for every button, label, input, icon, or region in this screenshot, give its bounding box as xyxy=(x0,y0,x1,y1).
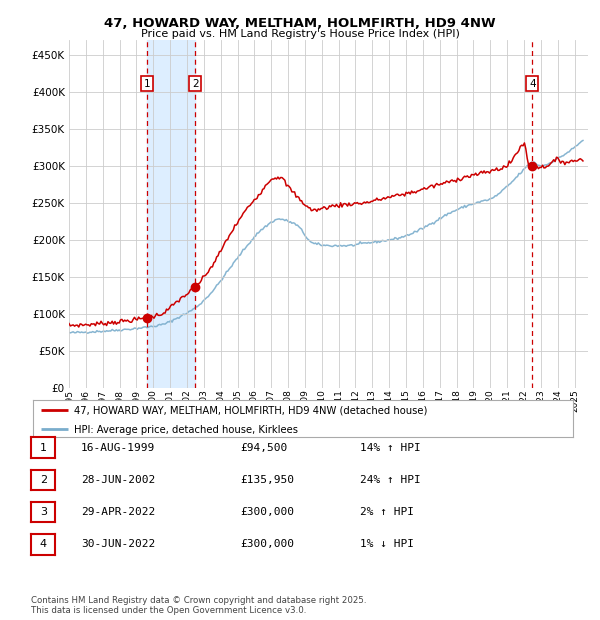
Text: Contains HM Land Registry data © Crown copyright and database right 2025.: Contains HM Land Registry data © Crown c… xyxy=(31,596,367,606)
Text: 30-JUN-2022: 30-JUN-2022 xyxy=(81,539,155,549)
Text: 4: 4 xyxy=(529,79,536,89)
Text: £300,000: £300,000 xyxy=(240,507,294,517)
Text: 14% ↑ HPI: 14% ↑ HPI xyxy=(360,443,421,453)
Text: 3: 3 xyxy=(40,507,47,517)
Text: HPI: Average price, detached house, Kirklees: HPI: Average price, detached house, Kirk… xyxy=(74,425,298,435)
Text: Price paid vs. HM Land Registry's House Price Index (HPI): Price paid vs. HM Land Registry's House … xyxy=(140,29,460,38)
Text: 24% ↑ HPI: 24% ↑ HPI xyxy=(360,475,421,485)
Text: 1: 1 xyxy=(143,79,150,89)
Text: £300,000: £300,000 xyxy=(240,539,294,549)
Text: 4: 4 xyxy=(40,539,47,549)
Text: 28-JUN-2002: 28-JUN-2002 xyxy=(81,475,155,485)
Text: £135,950: £135,950 xyxy=(240,475,294,485)
Text: 47, HOWARD WAY, MELTHAM, HOLMFIRTH, HD9 4NW: 47, HOWARD WAY, MELTHAM, HOLMFIRTH, HD9 … xyxy=(104,17,496,30)
Text: 2: 2 xyxy=(192,79,199,89)
Text: 16-AUG-1999: 16-AUG-1999 xyxy=(81,443,155,453)
Bar xyxy=(147,40,195,388)
Text: 1% ↓ HPI: 1% ↓ HPI xyxy=(360,539,414,549)
Text: 29-APR-2022: 29-APR-2022 xyxy=(81,507,155,517)
Text: 47, HOWARD WAY, MELTHAM, HOLMFIRTH, HD9 4NW (detached house): 47, HOWARD WAY, MELTHAM, HOLMFIRTH, HD9 … xyxy=(74,405,427,415)
Text: This data is licensed under the Open Government Licence v3.0.: This data is licensed under the Open Gov… xyxy=(31,606,307,616)
Text: £94,500: £94,500 xyxy=(240,443,287,453)
Text: 2% ↑ HPI: 2% ↑ HPI xyxy=(360,507,414,517)
Text: 2: 2 xyxy=(40,475,47,485)
Text: 1: 1 xyxy=(40,443,47,453)
